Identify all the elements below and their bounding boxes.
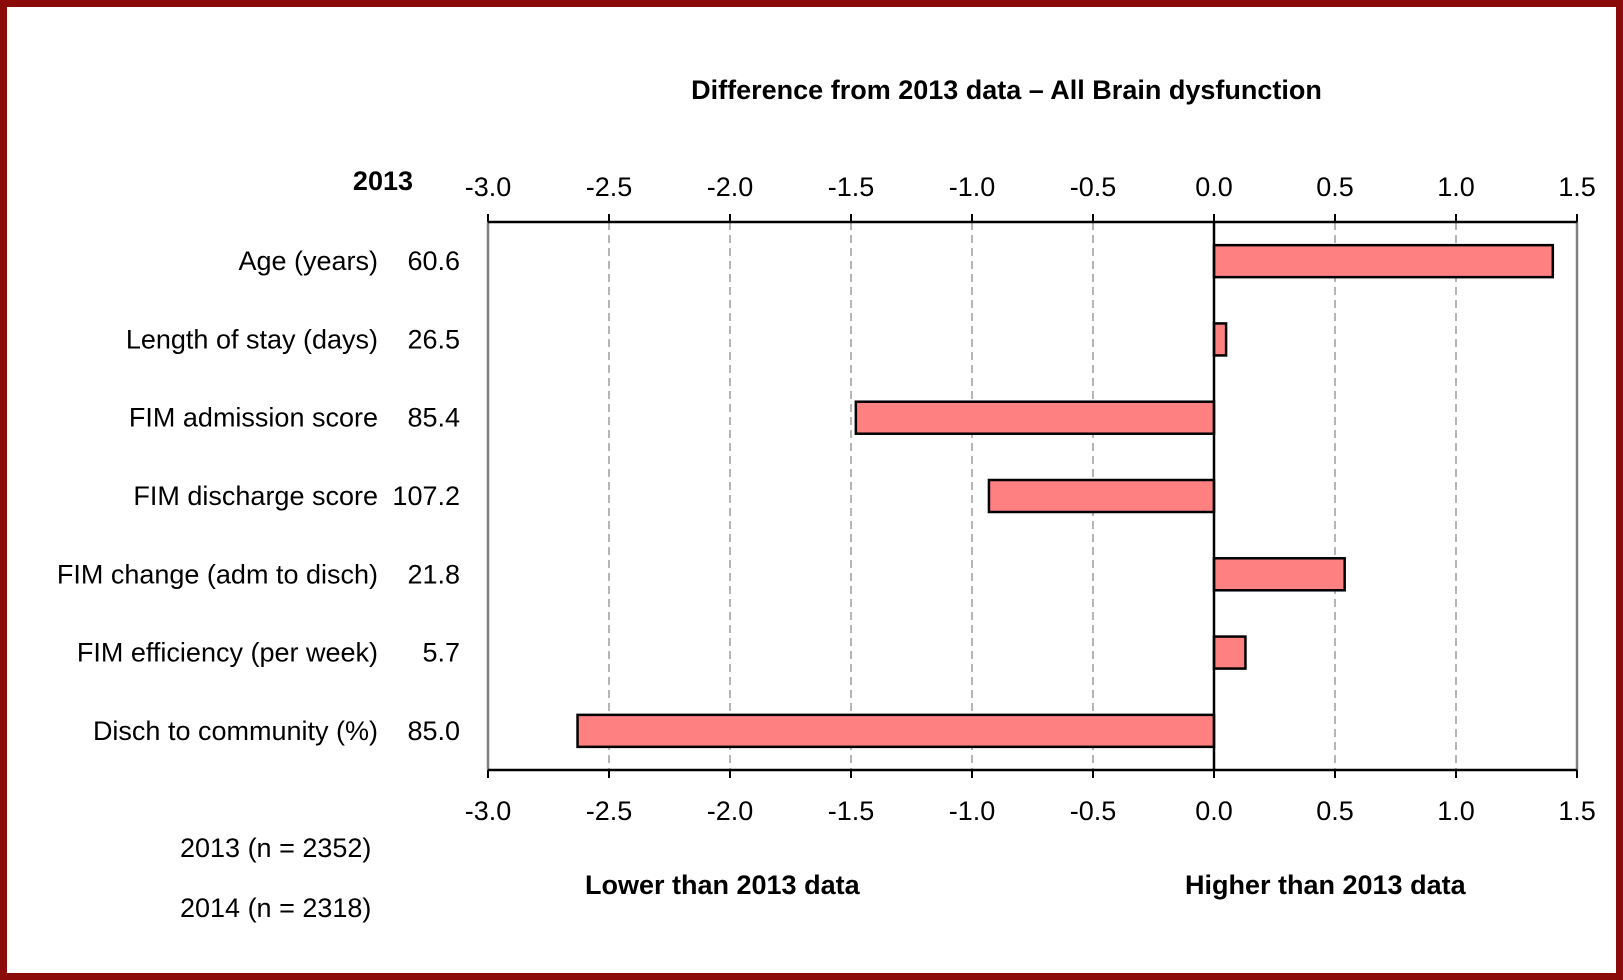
baseline-value-6: 85.0 (407, 716, 460, 746)
category-label-0: Age (years) (238, 246, 378, 276)
bottom-tick-label-7: 0.5 (1316, 796, 1354, 826)
bottom-tick-label-9: 1.5 (1558, 796, 1596, 826)
top-tick-label-5: -0.5 (1070, 172, 1117, 202)
top-tick-label-7: 0.5 (1316, 172, 1354, 202)
baseline-header: 2013 (353, 166, 413, 196)
baseline-value-3: 107.2 (392, 481, 460, 511)
bar-4 (1212, 557, 1346, 592)
category-label-3: FIM discharge score (133, 481, 378, 511)
chart-title: Difference from 2013 data – All Brain dy… (691, 75, 1322, 105)
bar-2 (854, 400, 1216, 435)
top-tick-label-8: 1.0 (1437, 172, 1475, 202)
baseline-value-5: 5.7 (422, 638, 460, 668)
bottom-tick-label-6: 0.0 (1195, 796, 1233, 826)
top-tick-label-9: 1.5 (1558, 172, 1596, 202)
bar-1 (1212, 322, 1228, 357)
category-label-6: Disch to community (%) (93, 716, 378, 746)
bottom-tick-label-1: -2.5 (586, 796, 633, 826)
bottom-tick-label-5: -0.5 (1070, 796, 1117, 826)
footnote-2013: 2013 (n = 2352) (180, 833, 372, 863)
baseline-value-4: 21.8 (407, 559, 460, 589)
top-tick-label-4: -1.0 (949, 172, 996, 202)
category-label-2: FIM admission score (129, 403, 378, 433)
category-label-5: FIM efficiency (per week) (77, 638, 378, 668)
top-tick-label-2: -2.0 (707, 172, 754, 202)
top-tick-label-3: -1.5 (828, 172, 875, 202)
bar-6 (576, 713, 1216, 749)
footnote-2014: 2014 (n = 2318) (180, 893, 372, 923)
bar-5 (1212, 635, 1247, 670)
lower-than-label: Lower than 2013 data (585, 870, 860, 900)
category-label-4: FIM change (adm to disch) (57, 559, 378, 589)
top-tick-label-6: 0.0 (1195, 172, 1233, 202)
higher-than-label: Higher than 2013 data (1185, 870, 1466, 900)
bottom-tick-label-8: 1.0 (1437, 796, 1475, 826)
bottom-tick-label-0: -3.0 (465, 796, 512, 826)
bar-0 (1212, 243, 1555, 279)
bottom-tick-label-4: -1.0 (949, 796, 996, 826)
baseline-value-0: 60.6 (407, 246, 460, 276)
bottom-tick-label-2: -2.0 (707, 796, 754, 826)
baseline-value-1: 26.5 (407, 324, 460, 354)
bar-3 (987, 478, 1216, 514)
bottom-tick-label-3: -1.5 (828, 796, 875, 826)
category-label-1: Length of stay (days) (126, 324, 378, 354)
top-tick-label-1: -2.5 (586, 172, 633, 202)
top-tick-label-0: -3.0 (465, 172, 512, 202)
baseline-value-2: 85.4 (407, 403, 460, 433)
